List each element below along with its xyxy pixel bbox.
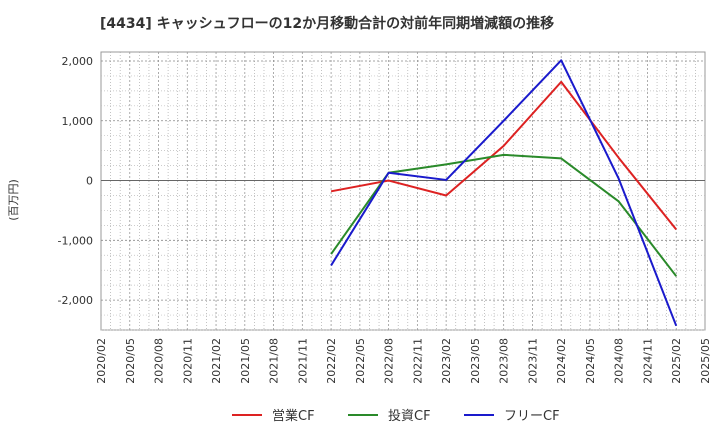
- axes: 2,000 1,000 0 -1,000 -2,000 2020/02 2020/05 202…: [58, 55, 712, 384]
- x-tick-label: 2025/02: [670, 338, 683, 384]
- x-tick-label: 2022/05: [354, 338, 367, 384]
- x-tick-label: 2020/05: [124, 338, 137, 384]
- plot-frame: [100, 51, 706, 331]
- legend-label: 営業CF: [272, 408, 315, 424]
- x-tick-label: 2021/11: [296, 338, 309, 384]
- x-tick-label: 2024/02: [555, 338, 568, 384]
- series-line: [330, 59, 678, 327]
- gridlines: [100, 51, 706, 331]
- x-tick-label: 2021/02: [210, 338, 223, 384]
- legend-item: 投資CF: [348, 408, 431, 424]
- x-tick-label: 2020/02: [95, 338, 108, 384]
- x-tick-label: 2021/08: [268, 338, 281, 384]
- x-tick-label: 2024/05: [584, 338, 597, 384]
- x-tick-label: 2023/08: [498, 338, 511, 384]
- y-tick-label: 1,000: [62, 115, 94, 128]
- series-line: [330, 80, 678, 231]
- chart-title: [4434] キャッシュフローの12か月移動合計の対前年同期増減額の推移: [100, 15, 554, 32]
- y-tick-label: -1,000: [58, 234, 93, 247]
- x-tick-label: 2024/11: [641, 338, 654, 384]
- x-tick-label: 2020/11: [181, 338, 194, 384]
- legend: 営業CF 投資CF フリーCF: [232, 408, 560, 424]
- x-tick-label: 2024/08: [613, 338, 626, 384]
- series-lines: [330, 59, 678, 327]
- y-axis-label: (百万円): [7, 179, 20, 221]
- y-tick-label: 0: [86, 175, 93, 188]
- y-tick-label: 2,000: [62, 55, 94, 68]
- x-tick-label: 2022/08: [383, 338, 396, 384]
- x-tick-label: 2022/11: [411, 338, 424, 384]
- x-tick-label: 2022/02: [325, 338, 338, 384]
- x-tick-label: 2023/05: [469, 338, 482, 384]
- x-tick-label: 2021/05: [239, 338, 252, 384]
- x-tick-label: 2023/02: [440, 338, 453, 384]
- y-tick-label: -2,000: [58, 294, 93, 307]
- legend-label: フリーCF: [504, 409, 560, 424]
- x-tick-label: 2025/05: [699, 338, 712, 384]
- x-tick-label: 2020/08: [153, 338, 166, 384]
- legend-item: 営業CF: [232, 408, 315, 424]
- legend-label: 投資CF: [388, 408, 431, 424]
- legend-item: フリーCF: [464, 409, 560, 424]
- x-tick-label: 2023/11: [526, 338, 539, 384]
